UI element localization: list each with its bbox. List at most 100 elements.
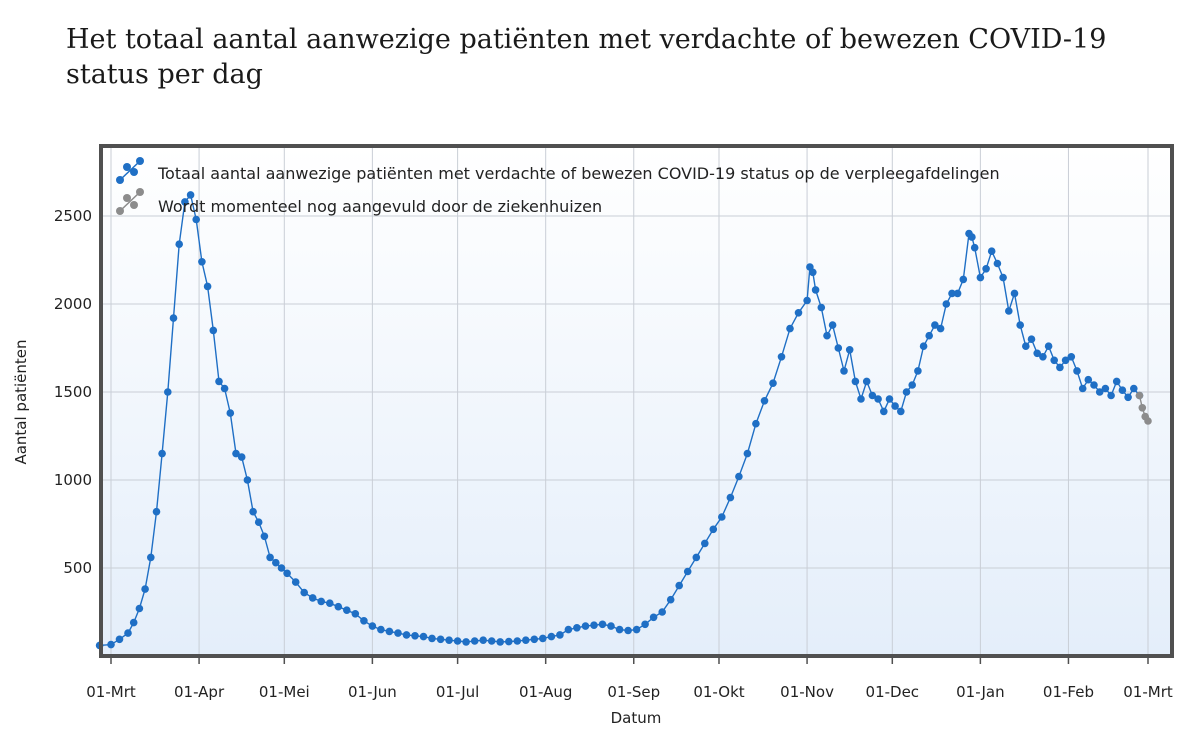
legend: Totaal aantal aanwezige patiënten met ve…: [116, 157, 1000, 216]
data-point: [192, 215, 200, 224]
data-point: [1095, 388, 1104, 396]
data-point: [1138, 404, 1147, 412]
data-point: [993, 259, 1002, 268]
y-tick-label: 500: [63, 559, 92, 577]
data-point: [931, 321, 939, 329]
data-point: [164, 388, 172, 396]
data-point: [1027, 335, 1036, 344]
data-point: [1039, 353, 1047, 361]
data-point: [999, 273, 1007, 282]
legend-label-pending: Wordt momenteel nog aangevuld door de zi…: [158, 197, 602, 216]
data-point: [1016, 321, 1024, 329]
data-point: [283, 569, 291, 578]
data-point: [505, 637, 513, 646]
data-point: [880, 407, 888, 416]
data-point: [428, 634, 436, 643]
data-point: [300, 588, 309, 597]
data-point: [1101, 384, 1110, 393]
data-point: [522, 636, 530, 644]
data-point: [1044, 342, 1053, 351]
data-point: [394, 629, 402, 637]
data-point: [794, 309, 803, 317]
data-point: [1050, 356, 1058, 365]
data-point: [1135, 391, 1144, 400]
data-point: [334, 602, 343, 611]
y-tick-label: 1000: [54, 471, 92, 489]
data-point: [226, 409, 235, 417]
data-point: [701, 539, 709, 548]
data-point: [675, 581, 683, 590]
data-point: [811, 286, 820, 294]
data-point: [513, 637, 522, 645]
data-point: [666, 595, 675, 604]
data-point: [254, 518, 263, 526]
data-point: [885, 395, 894, 403]
data-point: [970, 243, 979, 252]
data-point: [942, 300, 951, 308]
data-point: [141, 585, 149, 593]
data-point: [1090, 381, 1098, 389]
data-point: [135, 604, 144, 613]
data-point: [107, 640, 115, 649]
x-axis-label: Datum: [611, 709, 662, 727]
data-point: [1033, 349, 1041, 358]
data-point: [1005, 307, 1013, 315]
y-axis-ticks: 500 1000 1500 2000 2500: [54, 207, 92, 577]
data-point: [735, 472, 743, 481]
data-point: [607, 622, 615, 630]
data-point: [360, 617, 368, 625]
data-point: [590, 621, 598, 629]
legend-label-total: Totaal aantal aanwezige patiënten met ve…: [157, 164, 1000, 183]
data-point: [718, 513, 726, 521]
y-tick-label: 2000: [54, 295, 92, 313]
data-point: [479, 636, 488, 644]
data-point: [215, 377, 223, 386]
x-tick-label: 01-Jul: [436, 683, 479, 701]
x-tick-label: 01-Okt: [693, 683, 744, 701]
data-point: [209, 326, 218, 335]
data-point: [326, 599, 334, 607]
data-point: [175, 240, 183, 248]
data-point: [862, 377, 871, 386]
data-point: [453, 637, 462, 645]
x-tick-label: 01-Sep: [607, 683, 660, 701]
data-point: [129, 618, 138, 627]
data-point: [115, 635, 124, 644]
data-point: [1118, 386, 1127, 395]
data-point: [834, 344, 843, 352]
data-point: [402, 631, 411, 639]
x-tick-label: 01-Nov: [780, 683, 834, 701]
data-point: [845, 346, 854, 354]
data-point: [220, 384, 229, 393]
legend-marker-blue: [116, 157, 144, 184]
data-point: [377, 625, 385, 634]
data-point: [1124, 393, 1132, 402]
data-point: [1107, 391, 1115, 400]
chart-title: Het totaal aantal aanwezige patiënten me…: [66, 24, 1107, 90]
plot-background: [101, 146, 1172, 656]
data-point: [743, 449, 752, 458]
data-point: [1078, 384, 1087, 393]
data-point: [351, 610, 360, 618]
data-point: [683, 567, 692, 576]
data-point: [987, 247, 996, 255]
data-point: [564, 625, 573, 634]
data-point: [1073, 367, 1081, 375]
data-point: [169, 314, 178, 322]
data-point: [152, 507, 161, 516]
data-point: [1022, 342, 1030, 351]
data-point: [692, 553, 701, 562]
data-point: [840, 367, 848, 375]
data-point: [786, 324, 794, 333]
data-point: [914, 367, 922, 375]
data-point: [243, 476, 252, 484]
data-point: [968, 233, 976, 241]
data-point: [1084, 375, 1093, 384]
y-tick-label: 1500: [54, 383, 92, 401]
x-tick-label: 01-Aug: [519, 683, 572, 701]
data-point: [124, 629, 132, 637]
data-point: [959, 275, 968, 284]
data-point: [277, 564, 286, 572]
series-line-0: [99, 193, 1141, 647]
data-point: [419, 632, 428, 641]
